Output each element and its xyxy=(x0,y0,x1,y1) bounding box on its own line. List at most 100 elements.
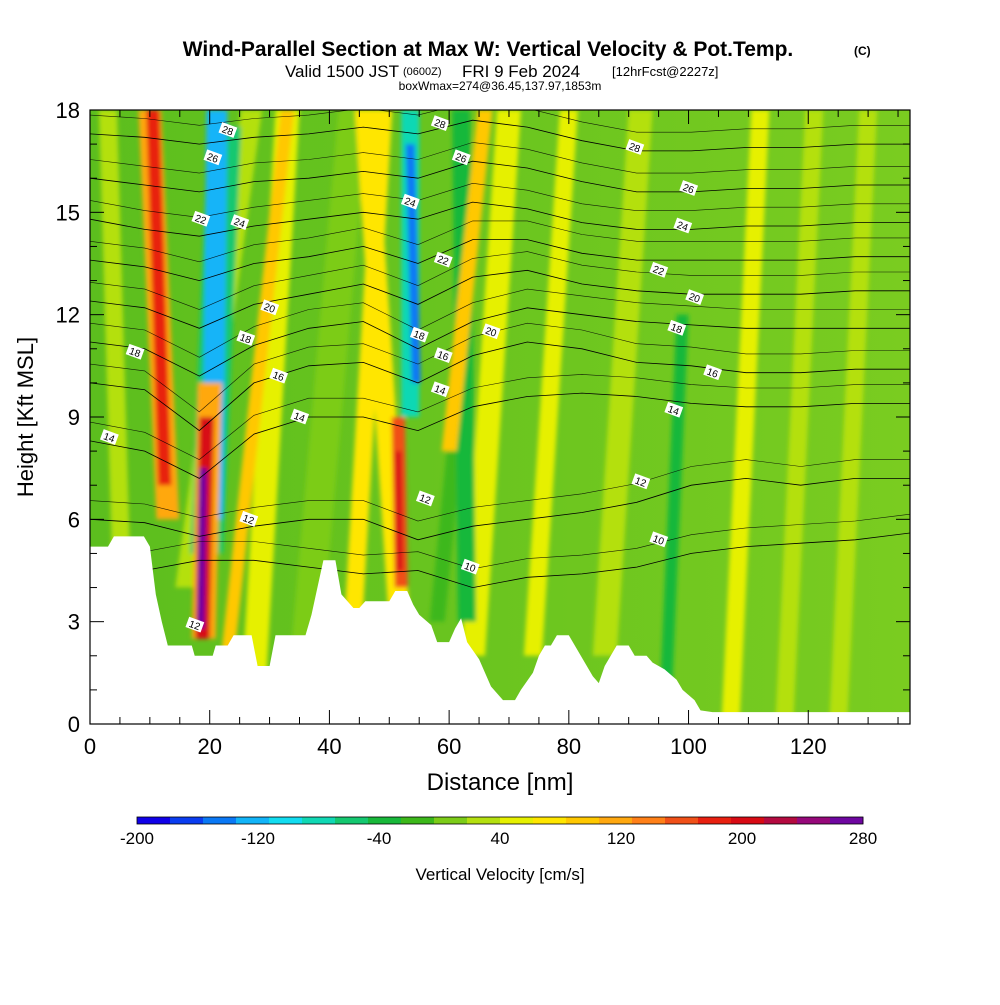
contour-label-box xyxy=(415,490,435,507)
y-tick-label: 12 xyxy=(56,303,80,328)
colorbar-swatch xyxy=(368,817,402,824)
w-band-6 xyxy=(592,110,653,656)
colorbar-swatch xyxy=(236,817,270,824)
w-up-core xyxy=(197,468,207,629)
contour-label-box xyxy=(400,193,420,210)
colorbar-tick-label: 280 xyxy=(849,829,877,848)
isentrope-12 xyxy=(90,477,910,541)
isentrope-minor-24 xyxy=(90,182,910,218)
w-band-11 xyxy=(658,314,689,724)
contour-label-text: 14 xyxy=(102,431,117,445)
contour-label-text: 18 xyxy=(127,346,142,360)
colorbar-tick-labels: -200 -120 -40 40 120 200 280 xyxy=(120,829,877,848)
contour-label-26: 20 xyxy=(685,289,705,306)
y-tick-label: 6 xyxy=(68,507,80,532)
chart-title-units: (C) xyxy=(854,44,871,58)
contour-label-box xyxy=(460,558,480,575)
colorbar-swatch xyxy=(830,817,864,824)
terrain-mask xyxy=(90,536,910,724)
contour-label-box xyxy=(649,531,669,548)
colorbar-swatch xyxy=(434,817,468,824)
contour-label-25: 22 xyxy=(649,261,669,278)
colorbar-swatch xyxy=(302,817,336,824)
contour-label-box xyxy=(260,299,280,316)
contour-label-12: 28 xyxy=(430,115,450,132)
colorbar-swatch xyxy=(764,817,798,824)
contour-label-3: 24 xyxy=(230,214,250,231)
subtitle-utc: (0600Z) xyxy=(403,66,442,78)
contour-label-text: 24 xyxy=(232,216,247,230)
colorbar-swatch xyxy=(632,817,666,824)
isentrope-14 xyxy=(90,392,910,479)
subtitle-forecast: [12hrFcst@2227z] xyxy=(612,64,718,79)
contour-label-box xyxy=(236,330,256,346)
contour-label-text: 12 xyxy=(241,513,256,527)
x-axis-label: Distance [nm] xyxy=(427,769,574,796)
w-band-1 xyxy=(239,110,300,724)
contour-label-15: 22 xyxy=(433,251,453,268)
contour-label-box xyxy=(667,319,687,336)
y-tick-label: 0 xyxy=(68,712,80,737)
colorbar-swatch xyxy=(599,817,633,824)
isentrope-minor-28 xyxy=(90,110,910,133)
isentrope-24 xyxy=(90,201,910,237)
contour-label-box xyxy=(269,367,289,384)
contour-label-box xyxy=(631,473,651,490)
y-axis-label: Height [Kft MSL] xyxy=(13,337,38,497)
isentrope-minor-20 xyxy=(90,251,910,310)
contour-label-text: 20 xyxy=(687,291,702,305)
contour-label-text: 14 xyxy=(666,404,681,418)
contour-label-box xyxy=(430,381,450,398)
x-tick-label: 80 xyxy=(557,734,581,759)
contour-label-box xyxy=(625,139,645,155)
contour-label-text: 24 xyxy=(675,220,690,234)
chart-title: Wind-Parallel Section at Max W: Vertical… xyxy=(183,38,794,61)
w-band-9 xyxy=(829,110,878,724)
contour-label-box xyxy=(649,261,669,278)
contour-label-5: 18 xyxy=(236,330,256,347)
x-tick-label: 0 xyxy=(84,734,96,759)
w-up-lee xyxy=(221,110,295,656)
contour-label-box xyxy=(433,251,453,268)
contour-label-text: 14 xyxy=(433,384,448,398)
colorbar xyxy=(136,816,864,825)
colorbar-swatch xyxy=(335,817,369,824)
colorbar-swatch xyxy=(797,817,831,824)
contour-label-box xyxy=(125,343,145,360)
contour-label-box xyxy=(664,401,684,418)
colorbar-swatch xyxy=(500,817,534,824)
w-up-right xyxy=(441,110,493,452)
y-tick-label: 18 xyxy=(56,98,80,123)
contour-label-14: 24 xyxy=(400,193,420,210)
contour-label-22: 28 xyxy=(625,139,645,156)
x-tick-label: 20 xyxy=(197,734,221,759)
isentrope-16 xyxy=(90,341,910,432)
isentrope-minor-14 xyxy=(90,374,910,460)
contour-label-19: 20 xyxy=(481,323,501,340)
subtitle-date: FRI 9 Feb 2024 xyxy=(462,62,580,81)
x-tick-label: 40 xyxy=(317,734,341,759)
contour-label-30: 12 xyxy=(631,473,651,490)
contour-label-29: 14 xyxy=(664,401,684,418)
contour-label-text: 20 xyxy=(262,302,277,316)
contour-label-text: 10 xyxy=(463,561,478,575)
x-tick-label: 100 xyxy=(670,734,707,759)
x-tick-label: 120 xyxy=(790,734,827,759)
contour-label-27: 18 xyxy=(667,319,687,336)
contour-label-23: 26 xyxy=(679,180,699,197)
contour-label-text: 26 xyxy=(454,152,469,166)
contour-label-10: 12 xyxy=(239,510,259,527)
contour-label-17: 16 xyxy=(433,347,453,364)
contour-label-box xyxy=(433,347,453,364)
colorbar-swatch xyxy=(665,817,699,824)
contour-label-text: 18 xyxy=(238,332,253,346)
contour-label-11: 12 xyxy=(185,616,205,633)
isentrope-lines xyxy=(90,110,910,589)
contour-label-text: 12 xyxy=(418,493,433,507)
colorbar-swatch xyxy=(533,817,567,824)
colorbar-label: Vertical Velocity [cm/s] xyxy=(415,865,584,884)
contour-label-text: 16 xyxy=(705,367,720,381)
contour-label-31: 10 xyxy=(649,531,669,548)
